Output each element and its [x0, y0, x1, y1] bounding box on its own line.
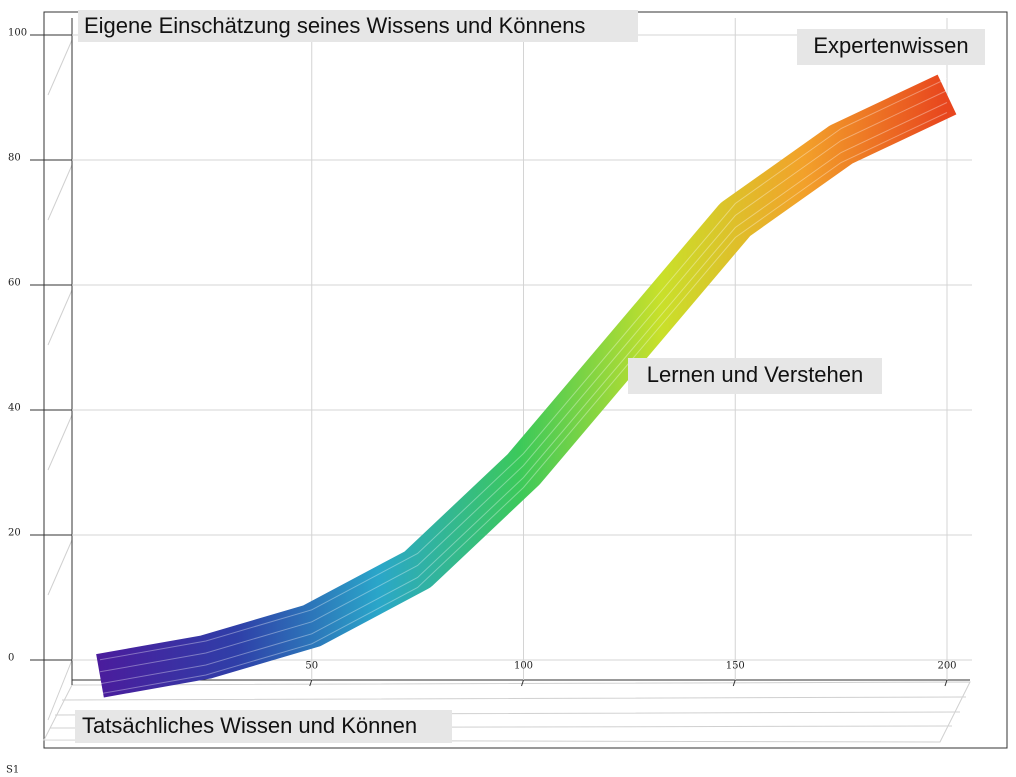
- x-axis-label: Tatsächliches Wissen und Können: [82, 713, 417, 738]
- x-tick-label: 100: [514, 661, 533, 672]
- y-tick-label: 60: [8, 278, 21, 289]
- plot-layer: 0 20 40 60 80 100 50 100 150 200: [8, 18, 972, 698]
- x-tick: [521, 679, 524, 687]
- footer: S1: [6, 765, 19, 776]
- y-tick-label: 100: [8, 28, 27, 39]
- x-tick: [732, 679, 736, 687]
- x-tick-label: 200: [937, 661, 956, 672]
- y-tick-label: 0: [8, 653, 14, 664]
- x-tick: [944, 679, 948, 687]
- y-tick-label: 20: [8, 528, 21, 539]
- x-tick: [309, 679, 313, 687]
- annotation: Lernen und Verstehen: [647, 362, 864, 387]
- y-tick-label: 80: [8, 153, 21, 164]
- ribbon-mesh: [99, 78, 948, 661]
- ribbon-mesh: [99, 112, 948, 695]
- y-tick-label: 40: [8, 403, 21, 414]
- ribbon: [96, 74, 957, 698]
- ribbon-mesh: [99, 90, 948, 673]
- annotation-box: [797, 29, 985, 65]
- ribbon-mesh: [99, 102, 948, 685]
- title-box: [78, 10, 638, 42]
- x-tick-label: 50: [305, 661, 318, 672]
- x-tick-label: 150: [726, 661, 745, 672]
- annotation: Expertenwissen: [813, 33, 968, 58]
- floor-plane: [43, 681, 971, 743]
- side-wall: [47, 39, 73, 721]
- annotation-box: [628, 358, 882, 394]
- chart-title: Eigene Einschätzung seines Wissens und K…: [84, 13, 585, 38]
- x-label-box: [75, 710, 452, 743]
